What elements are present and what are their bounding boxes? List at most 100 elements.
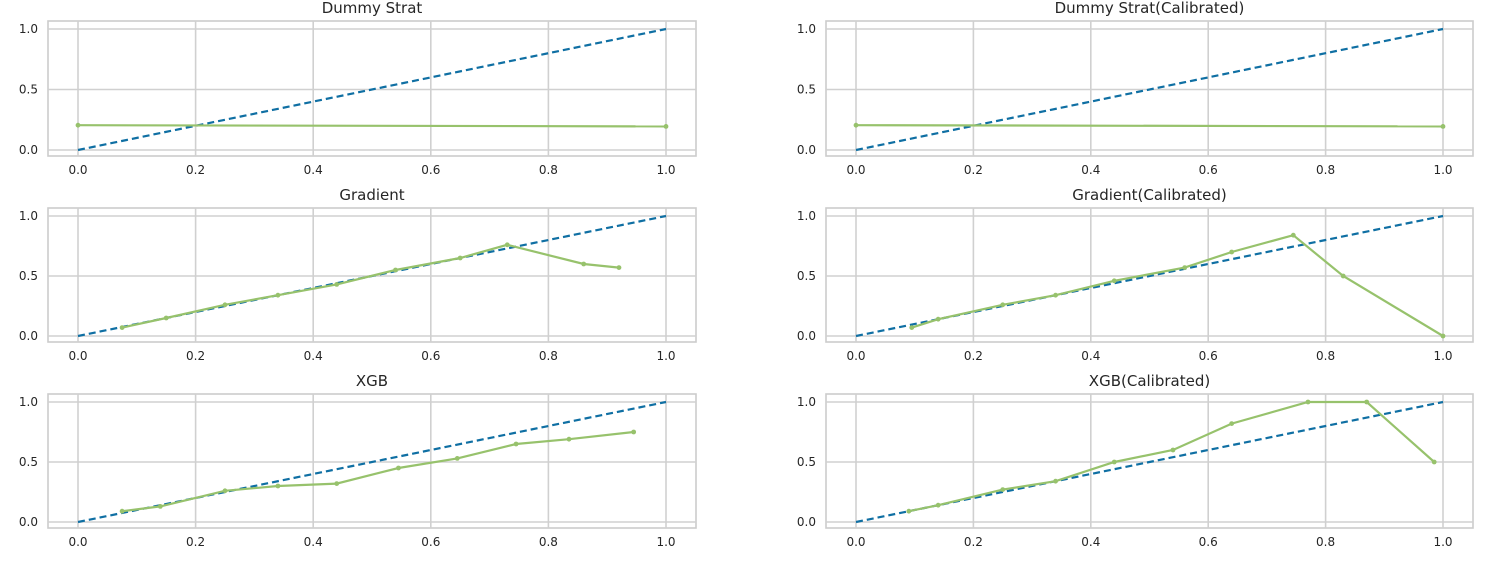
x-tick-label: 0.4 xyxy=(304,349,323,363)
chart-panel: XGB(Calibrated) 0.0 0.2 0.4 0.6 0.8 1.0 0.0 0.5 1… xyxy=(797,372,1474,549)
calibration-point xyxy=(663,124,669,129)
calibration-point xyxy=(1229,421,1235,426)
x-tick-label: 0.8 xyxy=(1316,163,1335,177)
x-tick-label: 0.4 xyxy=(1081,349,1100,363)
x-tick-label: 0.0 xyxy=(846,163,865,177)
x-tick-label: 1.0 xyxy=(656,535,675,549)
calibration-point xyxy=(222,302,228,308)
calibration-point xyxy=(1170,447,1176,453)
calibration-point xyxy=(334,282,340,287)
calibration-point xyxy=(631,429,637,435)
calibration-point xyxy=(1229,249,1235,255)
x-tick-label: 0.6 xyxy=(1199,535,1218,549)
y-tick-label: 0.5 xyxy=(797,455,816,469)
y-tick-label: 0.0 xyxy=(19,143,38,157)
x-tick-label: 0.4 xyxy=(304,535,323,549)
calibration-point xyxy=(504,242,510,248)
calibration-point xyxy=(1340,273,1346,279)
calibration-point xyxy=(853,122,859,128)
x-tick-label: 1.0 xyxy=(656,163,675,177)
calibration-point xyxy=(163,315,169,321)
x-tick-label: 0.6 xyxy=(421,535,440,549)
x-tick-label: 0.0 xyxy=(68,163,87,177)
calibration-point xyxy=(935,502,941,508)
y-tick-label: 0.5 xyxy=(19,269,38,283)
chart-panel: Dummy Strat 0.0 0.2 0.4 0.6 0.8 1.0 0.0 0.5 1.0 xyxy=(19,0,697,177)
x-tick-label: 0.6 xyxy=(1199,349,1218,363)
calibration-point xyxy=(457,255,463,261)
x-tick-label: 1.0 xyxy=(1433,349,1452,363)
calibration-point xyxy=(396,465,401,471)
x-tick-label: 0.2 xyxy=(186,349,205,363)
x-tick-label: 0.2 xyxy=(186,535,205,549)
y-tick-label: 1.0 xyxy=(797,209,816,223)
x-tick-label: 0.0 xyxy=(68,535,87,549)
calibration-point xyxy=(119,325,125,330)
calibration-point xyxy=(909,325,915,330)
x-tick-label: 1.0 xyxy=(656,349,675,363)
calibration-point xyxy=(275,292,281,298)
calibration-point xyxy=(616,265,622,270)
calibration-point xyxy=(1182,265,1188,270)
x-tick-label: 0.6 xyxy=(1199,163,1218,177)
x-tick-label: 0.8 xyxy=(539,535,558,549)
chart-panel: Gradient 0.0 0.2 0.4 0.6 0.8 1.0 0.0 0.5 1.0 xyxy=(19,186,697,363)
y-tick-label: 0.0 xyxy=(797,515,816,529)
y-tick-label: 1.0 xyxy=(19,22,38,36)
calibration-point xyxy=(1440,333,1446,339)
calibration-point xyxy=(1053,292,1058,298)
chart-title: XGB xyxy=(356,372,388,390)
calibration-point xyxy=(275,483,281,489)
calibration-point xyxy=(513,441,519,447)
y-tick-label: 0.0 xyxy=(797,143,816,157)
calibration-point xyxy=(1440,124,1446,129)
calibration-point xyxy=(334,481,340,486)
calibration-point xyxy=(906,508,912,514)
calibration-point xyxy=(393,267,398,273)
y-tick-label: 1.0 xyxy=(19,209,38,223)
x-tick-label: 0.2 xyxy=(964,535,983,549)
calibration-point xyxy=(1431,459,1437,465)
x-tick-label: 1.0 xyxy=(1433,535,1452,549)
calibration-point xyxy=(1364,399,1370,405)
calibration-point xyxy=(935,316,941,322)
x-tick-label: 0.8 xyxy=(539,349,558,363)
y-tick-label: 0.5 xyxy=(19,83,38,97)
calibration-point xyxy=(1111,459,1117,465)
y-tick-label: 0.0 xyxy=(797,329,816,343)
x-tick-label: 0.8 xyxy=(1316,349,1335,363)
calibration-point xyxy=(581,261,587,267)
chart-title: Gradient xyxy=(339,186,404,204)
chart-panel: Gradient(Calibrated) 0.0 0.2 0.4 0.6 0.8 1.0 0.… xyxy=(797,186,1474,363)
x-tick-label: 0.8 xyxy=(539,163,558,177)
x-tick-label: 0.0 xyxy=(846,349,865,363)
calibration-point xyxy=(454,456,460,461)
y-tick-label: 1.0 xyxy=(19,395,38,409)
calibration-curve xyxy=(121,243,620,329)
calibration-point xyxy=(1305,399,1311,405)
calibration-curve xyxy=(121,430,634,513)
calibration-point xyxy=(157,504,163,509)
y-tick-label: 0.5 xyxy=(797,269,816,283)
chart-title: Dummy Strat xyxy=(322,0,423,17)
chart-panel: XGB 0.0 0.2 0.4 0.6 0.8 1.0 0.0 0.5 1.0 xyxy=(19,372,697,549)
calibration-point xyxy=(1000,302,1006,308)
x-tick-label: 0.4 xyxy=(304,163,323,177)
x-tick-label: 0.0 xyxy=(68,349,87,363)
x-tick-label: 0.2 xyxy=(964,349,983,363)
chart-panel: Dummy Strat(Calibrated) 0.0 0.2 0.4 0.6 0.8 1.… xyxy=(797,0,1474,177)
chart-title: Dummy Strat(Calibrated) xyxy=(1055,0,1245,17)
calibration-curve xyxy=(77,124,667,128)
calibration-point xyxy=(1000,487,1006,492)
calibration-point xyxy=(1111,278,1117,284)
x-tick-label: 0.6 xyxy=(421,349,440,363)
y-tick-label: 0.5 xyxy=(19,455,38,469)
x-tick-label: 0.0 xyxy=(846,535,865,549)
reference-line xyxy=(855,27,1444,152)
calibration-point xyxy=(119,508,125,514)
calibration-point xyxy=(1053,478,1058,484)
calibration-curve xyxy=(855,124,1444,128)
calibration-point xyxy=(222,488,228,494)
